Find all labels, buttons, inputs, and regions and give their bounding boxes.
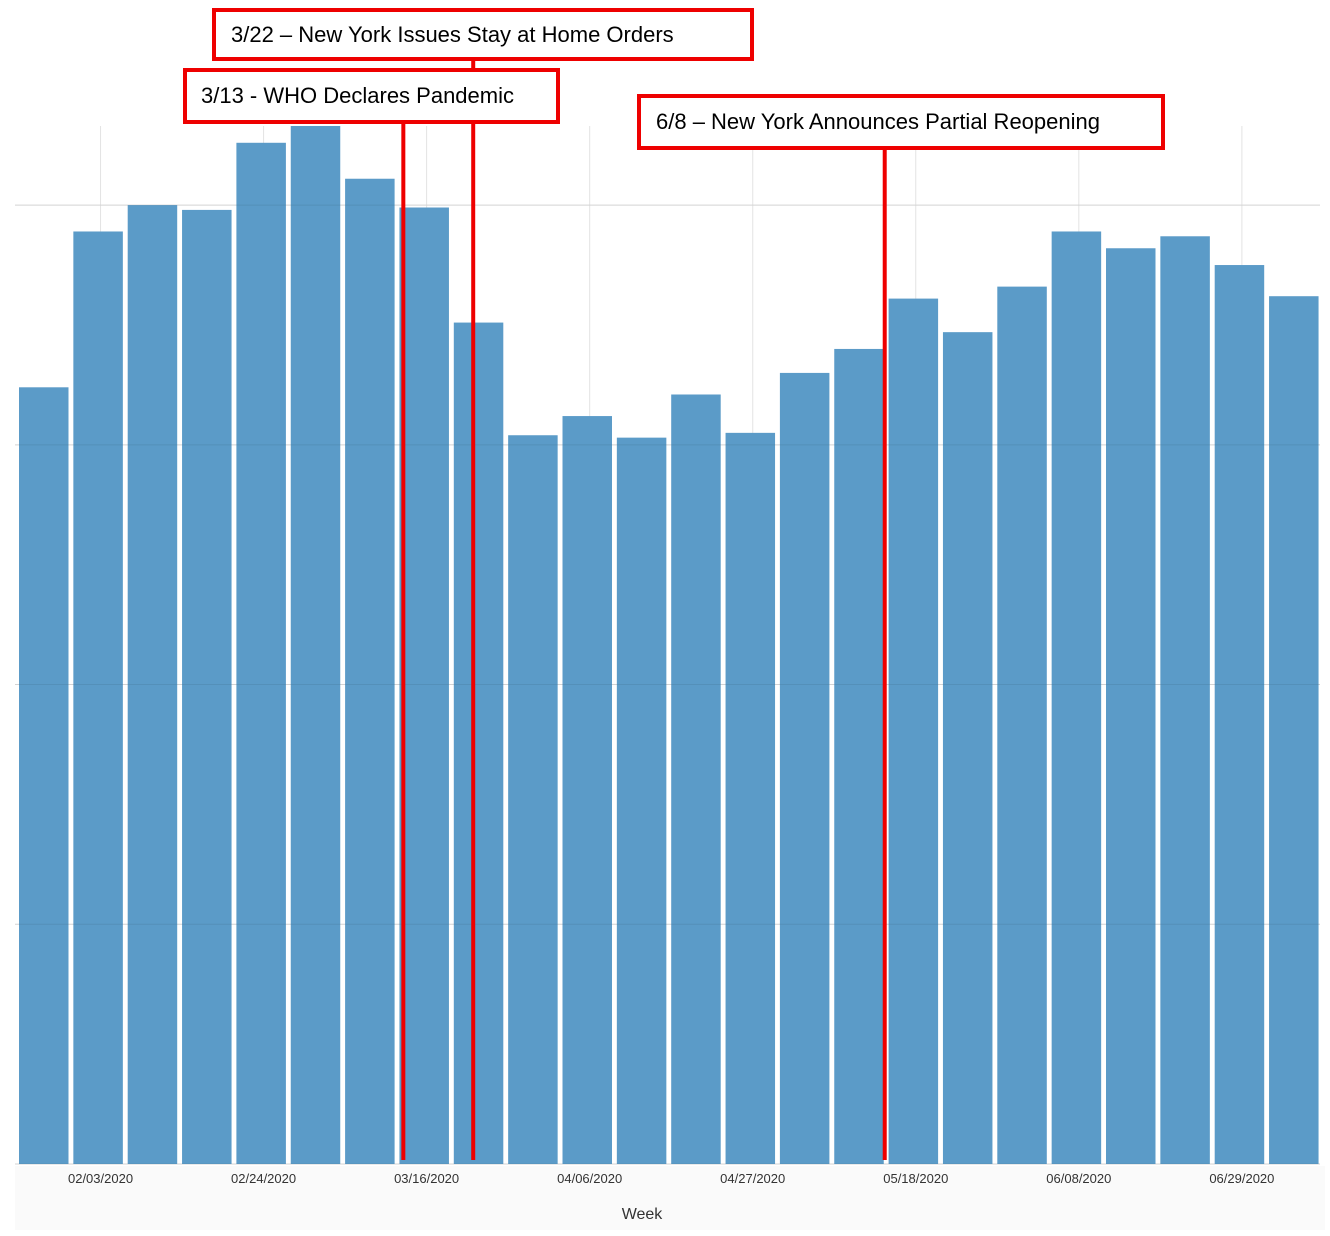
bar: [616, 437, 667, 1164]
x-tick-label: 06/08/2020: [1046, 1171, 1111, 1186]
bar: [562, 416, 612, 1164]
bar: [725, 432, 776, 1164]
axis-footer-band: [15, 1166, 1325, 1230]
bar: [1269, 296, 1319, 1164]
annotation-box: [212, 8, 754, 61]
annotation-box: [637, 94, 1165, 150]
bar: [1160, 236, 1210, 1164]
bar: [399, 207, 449, 1165]
annotation-label: 6/8 – New York Announces Partial Reopeni…: [656, 109, 1100, 134]
bar: [182, 209, 232, 1164]
bar: [888, 298, 939, 1164]
x-tick-label: 04/27/2020: [720, 1171, 785, 1186]
x-tick-label: 04/06/2020: [557, 1171, 622, 1186]
bar: [73, 231, 123, 1165]
x-tick-label: 02/24/2020: [231, 1171, 296, 1186]
x-tick-labels: 02/03/2020 02/24/2020 03/16/2020 04/06/2020…: [68, 1171, 1274, 1186]
bar: [779, 372, 830, 1164]
annotations: 3/22 – New York Issues Stay at Home Orde…: [183, 8, 1165, 1160]
bar: [1214, 265, 1265, 1164]
x-tick-label: 05/18/2020: [883, 1171, 948, 1186]
annotation-label: 3/13 - WHO Declares Pandemic: [201, 83, 514, 108]
bar: [997, 286, 1047, 1164]
bar: [1051, 231, 1102, 1165]
bar: [834, 348, 884, 1164]
bar: [508, 435, 558, 1164]
x-axis-title: Week: [622, 1206, 664, 1223]
annotation-label: 3/22 – New York Issues Stay at Home Orde…: [231, 22, 674, 47]
bar: [127, 205, 178, 1165]
bar: [453, 322, 504, 1164]
grid-lines-overlay: [15, 204, 1320, 1165]
bar: [345, 178, 395, 1165]
x-tick-label: 03/16/2020: [394, 1171, 459, 1186]
bar: [19, 387, 69, 1164]
bar: [671, 394, 721, 1164]
x-tick-label: 06/29/2020: [1209, 1171, 1274, 1186]
bar: [236, 142, 286, 1165]
bar: [942, 332, 993, 1165]
bar: [1106, 248, 1156, 1164]
bar: [290, 126, 341, 1164]
annotation-box: [183, 68, 560, 124]
x-tick-label: 02/03/2020: [68, 1171, 133, 1186]
bars: [19, 126, 1319, 1165]
